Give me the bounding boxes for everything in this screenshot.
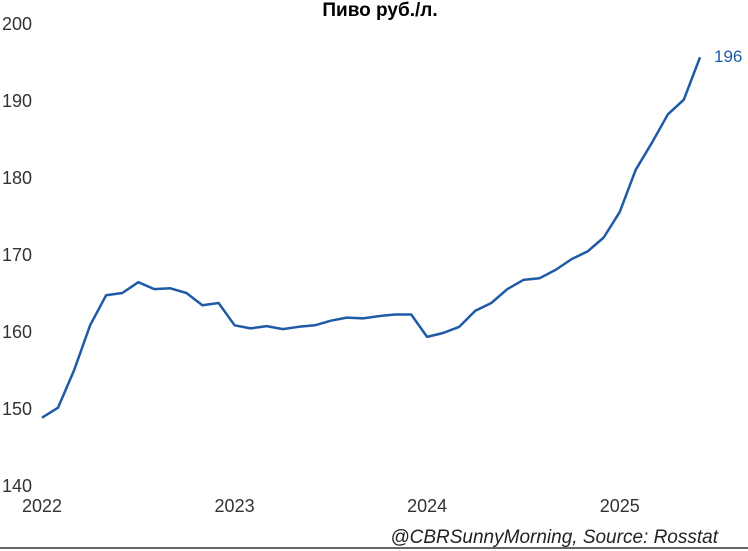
y-tick-label: 190	[2, 91, 32, 111]
value-label: 196	[714, 47, 742, 66]
y-tick-label: 180	[2, 168, 32, 188]
y-tick-label: 160	[2, 322, 32, 342]
line	[41, 56, 702, 419]
y-tick-label: 200	[2, 14, 32, 34]
x-tick-label: 2024	[407, 496, 447, 516]
x-tick-label: 2025	[600, 496, 640, 516]
x-tick-label: 2023	[215, 496, 255, 516]
y-tick-label: 150	[2, 399, 32, 419]
y-tick-label: 170	[2, 245, 32, 265]
x-tick-label: 2022	[22, 496, 62, 516]
y-tick-label: 140	[2, 476, 32, 496]
footer: @CBRSunnyMorning, Source: Rosstat	[390, 527, 718, 548]
chart-title: Пиво руб./л.	[322, 0, 437, 21]
